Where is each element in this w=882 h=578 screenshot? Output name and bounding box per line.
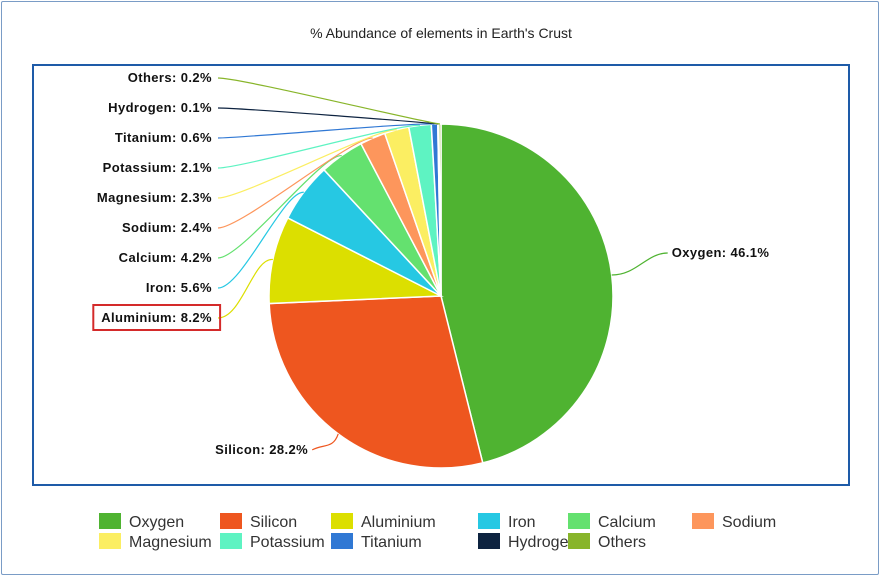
label-connectors <box>217 77 668 451</box>
slice-label-titanium: Titanium: 0.6% <box>115 130 212 145</box>
label-connector <box>611 252 668 276</box>
legend-swatch <box>331 533 353 549</box>
legend-swatch <box>568 533 590 549</box>
legend-item-oxygen[interactable]: Oxygen <box>99 513 184 531</box>
highlight-box <box>92 304 222 331</box>
legend-item-potassium[interactable]: Potassium <box>220 533 325 551</box>
legend-label: Potassium <box>250 534 325 551</box>
legend-swatch <box>692 513 714 529</box>
legend-label: Calcium <box>598 514 656 531</box>
legend-item-calcium[interactable]: Calcium <box>568 513 656 531</box>
legend-item-titanium[interactable]: Titanium <box>331 533 422 551</box>
legend-label: Oxygen <box>129 514 184 531</box>
legend-item-hydrogen[interactable]: Hydrogen <box>478 533 577 551</box>
legend-item-sodium[interactable]: Sodium <box>692 513 776 531</box>
legend-label: Aluminium <box>361 514 436 531</box>
label-connector <box>217 123 435 139</box>
label-connector <box>217 258 273 319</box>
legend-label: Magnesium <box>129 534 212 551</box>
label-connector <box>311 433 339 451</box>
pie-slices <box>268 123 614 469</box>
legend-label: Hydrogen <box>508 534 577 551</box>
slice-label-oxygen: Oxygen: 46.1% <box>672 245 770 260</box>
legend-label: Iron <box>508 514 536 531</box>
slice-label-magnesium: Magnesium: 2.3% <box>97 190 212 205</box>
legend-item-silicon[interactable]: Silicon <box>220 513 297 531</box>
label-connector <box>217 137 373 229</box>
slice-label-potassium: Potassium: 2.1% <box>103 160 212 175</box>
pie-slice-aluminium[interactable] <box>268 216 444 305</box>
slice-label-others: Others: 0.2% <box>128 70 212 85</box>
legend-swatch <box>478 533 500 549</box>
slice-label-calcium: Calcium: 4.2% <box>119 250 212 265</box>
legend: Oxygen Silicon Aluminium Iron Calcium Sodium M… <box>99 513 776 551</box>
legend-swatch <box>99 513 121 529</box>
legend-label: Silicon <box>250 514 297 531</box>
legend-label: Titanium <box>361 534 422 551</box>
legend-swatch <box>99 533 121 549</box>
legend-swatch <box>220 533 242 549</box>
legend-label: Sodium <box>722 514 776 531</box>
label-connector <box>217 191 304 289</box>
slice-label-aluminium: Aluminium: 8.2% <box>101 310 212 325</box>
legend-swatch <box>478 513 500 529</box>
label-connector <box>217 107 439 125</box>
legend-swatch <box>568 513 590 529</box>
slice-label-sodium: Sodium: 2.4% <box>122 220 212 235</box>
legend-item-aluminium[interactable]: Aluminium <box>331 513 436 531</box>
label-connector <box>217 154 342 259</box>
slice-label-hydrogen: Hydrogen: 0.1% <box>108 100 212 115</box>
legend-item-iron[interactable]: Iron <box>478 513 536 531</box>
chart-title: % Abundance of elements in Earth's Crust <box>310 25 572 41</box>
label-connector <box>217 77 440 125</box>
legend-item-others[interactable]: Others <box>568 533 646 551</box>
label-connector <box>217 129 397 199</box>
label-connector <box>217 124 421 169</box>
legend-label: Others <box>598 534 646 551</box>
slice-label-silicon: Silicon: 28.2% <box>215 442 308 457</box>
legend-swatch <box>331 513 353 529</box>
slice-label-iron: Iron: 5.6% <box>146 280 212 295</box>
legend-item-magnesium[interactable]: Magnesium <box>99 533 212 551</box>
legend-swatch <box>220 513 242 529</box>
pie-slice-silicon[interactable] <box>268 295 484 469</box>
slice-labels: Oxygen: 46.1% Silicon: 28.2% Aluminium: 8.… <box>92 70 770 457</box>
